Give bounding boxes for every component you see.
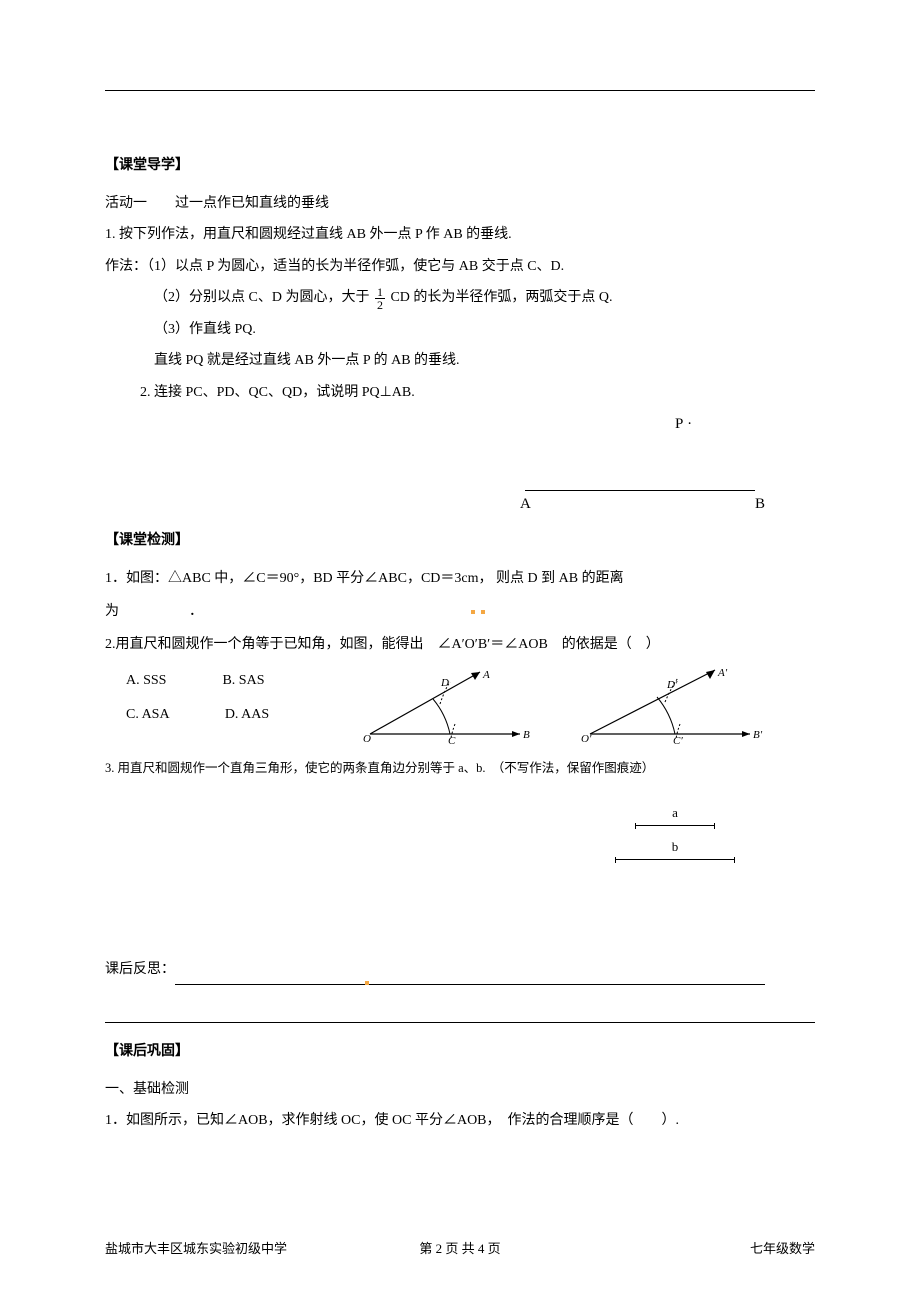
step-conclusion: 直线 PQ 就是经过直线 AB 外一点 P 的 AB 的垂线. — [105, 345, 815, 377]
footer-center: 第 2 页 共 4 页 — [419, 1238, 500, 1257]
reflection-row: 课后反思： — [105, 955, 815, 986]
reflection-label: 课后反思： — [105, 962, 175, 977]
opt-c-text: C. ASA — [126, 707, 169, 722]
sec3-sub: 一、基础检测 — [105, 1074, 815, 1106]
opt-d-text: D. AAS — [225, 707, 269, 722]
opt-c[interactable]: C. ASA D. AAS — [126, 698, 355, 732]
lbl-O: O — [363, 733, 371, 744]
sec3-q1: 1．如图所示，已知∠AOB，求作射线 OC，使 OC 平分∠AOB， 作法的合理… — [105, 1105, 815, 1137]
fraction-half: 1 2 — [375, 286, 385, 311]
step-2: （2）分别以点 C、D 为圆心，大于 1 2 CD 的长为半径作弧，两弧交于点 … — [105, 282, 815, 314]
lbl-D: D — [440, 677, 449, 689]
q1-line-a: 1．如图：△ABC 中，∠C＝90°，BD 平分∠ABC，CD＝3cm， 则点 … — [105, 563, 815, 596]
lbl-B2: B — [523, 729, 530, 741]
segment-a: a — [615, 805, 735, 829]
reflection-blank-2[interactable] — [105, 1003, 815, 1023]
opt-a-text: A. SSS — [126, 673, 166, 688]
step-3: （3）作直线 PQ. — [105, 314, 815, 346]
q1-line-b: 为． — [105, 596, 815, 629]
step-1: 作法：（1）以点 P 为圆心，适当的长为半径作弧，使它与 AB 交于点 C、D. — [105, 251, 815, 283]
lbl-A2: A — [482, 669, 490, 681]
lbl-C: C — [448, 735, 456, 744]
point-P: P · — [675, 416, 692, 433]
lbl-Cp: C′ — [673, 735, 683, 744]
footer-left: 盐城市大丰区城东实验初级中学 — [105, 1238, 287, 1257]
segment-b: b — [615, 839, 735, 863]
sec3-heading: 【课后巩固】 — [105, 1037, 815, 1068]
q1-text-c: ． — [189, 604, 203, 619]
lbl-Dp: D′ — [666, 679, 678, 691]
page-top-rule — [105, 90, 815, 91]
q1-text-a: 1．如图：△ABC 中，∠C＝90°，BD 平分∠ABC，CD＝3cm， 则点 … — [105, 571, 624, 586]
seg-b-label: b — [672, 839, 679, 855]
q2-row: A. SSS B. SAS C. ASA D. AAS D A O C — [105, 664, 815, 744]
seg-b-line — [615, 857, 735, 863]
step2-post: CD 的长为半径作弧，两弧交于点 Q. — [390, 290, 612, 305]
sec1-heading: 【课堂导学】 — [105, 151, 815, 182]
lbl-Ap: A′ — [717, 667, 728, 679]
activity-1-title: 活动一 过一点作已知直线的垂线 — [105, 188, 815, 220]
q2-stem: 2.用直尺和圆规作一个角等于已知角，如图，能得出 ∠A′O′B′＝∠AOB 的依… — [105, 629, 815, 661]
opt-a[interactable]: A. SSS B. SAS — [126, 664, 355, 698]
q3-segments: a b — [105, 795, 815, 895]
frac-den: 2 — [375, 299, 385, 311]
page-footer: 盐城市大丰区城东实验初级中学 第 2 页 共 4 页 七年级数学 — [105, 1238, 815, 1257]
reflection-blank-1[interactable] — [175, 969, 765, 986]
q3-stem: 3. 用直尺和圆规作一个直角三角形，使它的两条直角边分别等于 a、b. （不写作… — [105, 754, 815, 782]
label-P: P — [675, 416, 683, 432]
frac-num: 1 — [375, 286, 385, 299]
decoration-dots-icon — [467, 609, 491, 615]
sec1-line1: 1. 按下列作法，用直尺和圆规经过直线 AB 外一点 P 作 AB 的垂线. — [105, 219, 815, 251]
angle-fig-right: D′ A′ O′ C′ B′ — [575, 664, 765, 744]
lbl-Bp: B′ — [753, 729, 763, 741]
label-B: B — [755, 496, 765, 513]
footer-right: 七年级数学 — [750, 1238, 815, 1257]
lbl-Op: O′ — [581, 733, 592, 744]
seg-a-label: a — [672, 805, 678, 821]
label-A: A — [520, 496, 531, 513]
step2-pre: （2）分别以点 C、D 为圆心，大于 — [154, 290, 369, 305]
q1-text-b: 为 — [105, 604, 119, 619]
q2-figures: D A O C B D′ A′ O′ — [355, 664, 815, 744]
dot-icon — [365, 981, 369, 985]
diagram-perpendicular: P · A B — [105, 416, 815, 516]
sec2-heading: 【课堂检测】 — [105, 526, 815, 557]
dot-icon: · — [687, 416, 692, 432]
angle-fig-left: D A O C B — [355, 664, 535, 744]
seg-a-line — [635, 823, 715, 829]
line-AB — [525, 490, 755, 491]
q2-options: A. SSS B. SAS C. ASA D. AAS — [105, 664, 355, 731]
opt-b-text: B. SAS — [222, 673, 264, 688]
sec1-line2: 2. 连接 PC、PD、QC、QD，试说明 PQ⊥AB. — [105, 377, 815, 409]
